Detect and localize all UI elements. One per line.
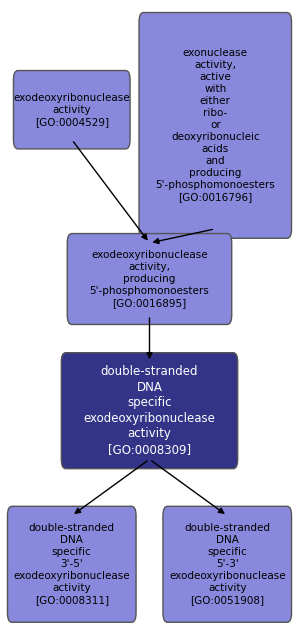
Text: double-stranded
DNA
specific
3'-5'
exodeoxyribonuclease
activity
[GO:0008311]: double-stranded DNA specific 3'-5' exode…	[13, 524, 130, 605]
Text: double-stranded
DNA
specific
exodeoxyribonuclease
activity
[GO:0008309]: double-stranded DNA specific exodeoxyrib…	[83, 366, 216, 456]
FancyBboxPatch shape	[139, 13, 292, 238]
FancyBboxPatch shape	[163, 507, 292, 622]
FancyBboxPatch shape	[61, 353, 238, 469]
FancyBboxPatch shape	[7, 507, 136, 622]
Text: exodeoxyribonuclease
activity
[GO:0004529]: exodeoxyribonuclease activity [GO:000452…	[13, 93, 130, 127]
Text: double-stranded
DNA
specific
5'-3'
exodeoxyribonuclease
activity
[GO:0051908]: double-stranded DNA specific 5'-3' exode…	[169, 524, 286, 605]
Text: exodeoxyribonuclease
activity,
producing
5'-phosphomonoesters
[GO:0016895]: exodeoxyribonuclease activity, producing…	[90, 250, 209, 308]
FancyBboxPatch shape	[13, 71, 130, 149]
Text: exonuclease
activity,
active
with
either
ribo-
or
deoxyribonucleic
acids
and
pro: exonuclease activity, active with either…	[155, 48, 275, 203]
FancyBboxPatch shape	[67, 233, 232, 325]
